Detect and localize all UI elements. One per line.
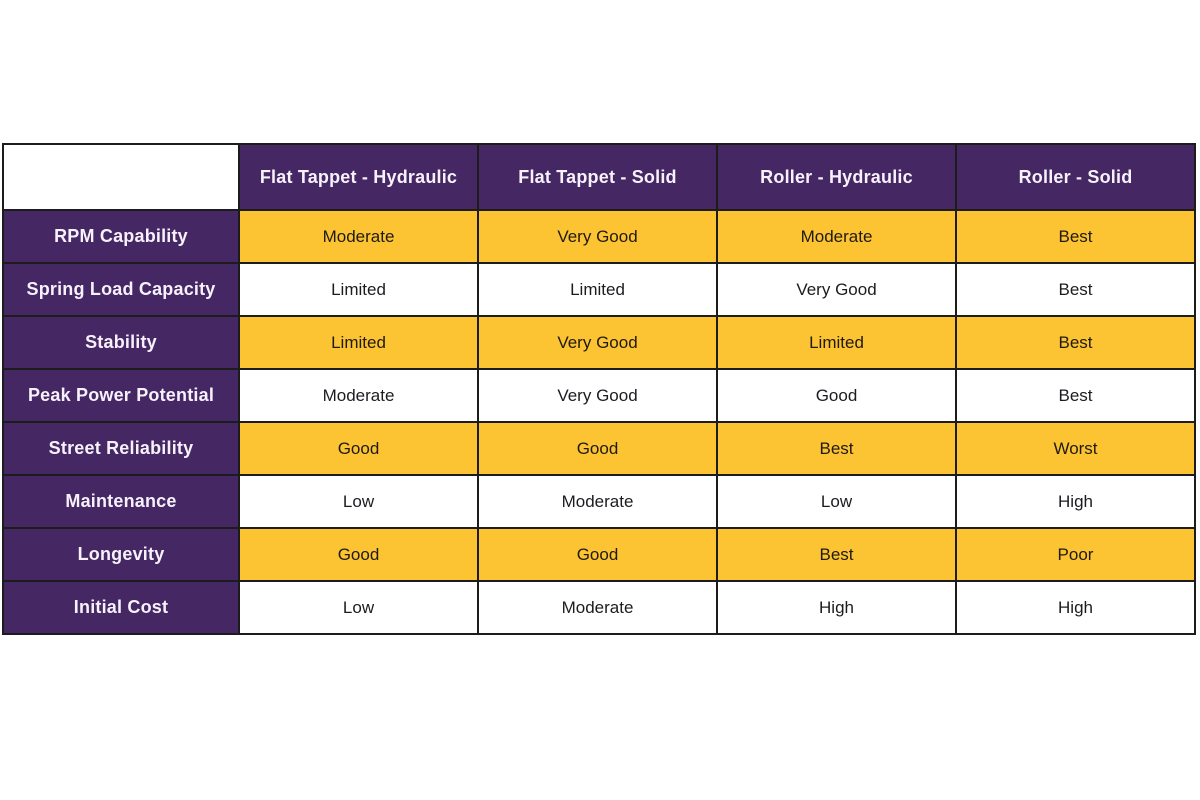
- table-row-maintenance: Maintenance Low Moderate Low High: [2, 474, 1196, 529]
- table-cell: Best: [716, 421, 957, 476]
- table-cell: Limited: [238, 262, 479, 317]
- table-cell: Good: [477, 421, 718, 476]
- row-header: Stability: [2, 315, 240, 370]
- table-cell: High: [716, 580, 957, 635]
- table-row-peak-power-potential: Peak Power Potential Moderate Very Good …: [2, 368, 1196, 423]
- table-cell: Good: [238, 527, 479, 582]
- row-header: Longevity: [2, 527, 240, 582]
- table-cell: Limited: [477, 262, 718, 317]
- row-header: Maintenance: [2, 474, 240, 529]
- table-cell: Poor: [955, 527, 1196, 582]
- row-header: Initial Cost: [2, 580, 240, 635]
- table-cell: Moderate: [716, 209, 957, 264]
- table-cell: Very Good: [477, 315, 718, 370]
- table-cell: Good: [238, 421, 479, 476]
- table-row-rpm-capability: RPM Capability Moderate Very Good Modera…: [2, 209, 1196, 264]
- table-cell: Best: [955, 315, 1196, 370]
- table-cell: Limited: [716, 315, 957, 370]
- row-header: Peak Power Potential: [2, 368, 240, 423]
- table-cell: Very Good: [716, 262, 957, 317]
- column-header-roller-solid: Roller - Solid: [955, 143, 1196, 211]
- table-cell: Moderate: [238, 209, 479, 264]
- table-cell: Worst: [955, 421, 1196, 476]
- table-cell: Good: [477, 527, 718, 582]
- table-cell: Moderate: [238, 368, 479, 423]
- row-header: RPM Capability: [2, 209, 240, 264]
- row-header: Street Reliability: [2, 421, 240, 476]
- table-cell: Moderate: [477, 474, 718, 529]
- table-row-street-reliability: Street Reliability Good Good Best Worst: [2, 421, 1196, 476]
- table-cell: Low: [716, 474, 957, 529]
- table-cell: Low: [238, 580, 479, 635]
- table-cell: Best: [955, 209, 1196, 264]
- table-cell: Best: [955, 262, 1196, 317]
- cam-comparison-table: Flat Tappet - Hydraulic Flat Tappet - So…: [2, 143, 1196, 635]
- table-cell: High: [955, 580, 1196, 635]
- table-cell: High: [955, 474, 1196, 529]
- table-row-initial-cost: Initial Cost Low Moderate High High: [2, 580, 1196, 635]
- column-header-flat-tappet-solid: Flat Tappet - Solid: [477, 143, 718, 211]
- table-cell: Limited: [238, 315, 479, 370]
- table-cell: Very Good: [477, 368, 718, 423]
- table-row-stability: Stability Limited Very Good Limited Best: [2, 315, 1196, 370]
- table-cell: Very Good: [477, 209, 718, 264]
- row-header: Spring Load Capacity: [2, 262, 240, 317]
- table-cell: Best: [716, 527, 957, 582]
- table-cell: Moderate: [477, 580, 718, 635]
- table-cell: Good: [716, 368, 957, 423]
- corner-cell: [2, 143, 240, 211]
- table-cell: Low: [238, 474, 479, 529]
- table-row-spring-load-capacity: Spring Load Capacity Limited Limited Ver…: [2, 262, 1196, 317]
- table-cell: Best: [955, 368, 1196, 423]
- header-row: Flat Tappet - Hydraulic Flat Tappet - So…: [2, 143, 1196, 211]
- column-header-flat-tappet-hydraulic: Flat Tappet - Hydraulic: [238, 143, 479, 211]
- table-row-longevity: Longevity Good Good Best Poor: [2, 527, 1196, 582]
- column-header-roller-hydraulic: Roller - Hydraulic: [716, 143, 957, 211]
